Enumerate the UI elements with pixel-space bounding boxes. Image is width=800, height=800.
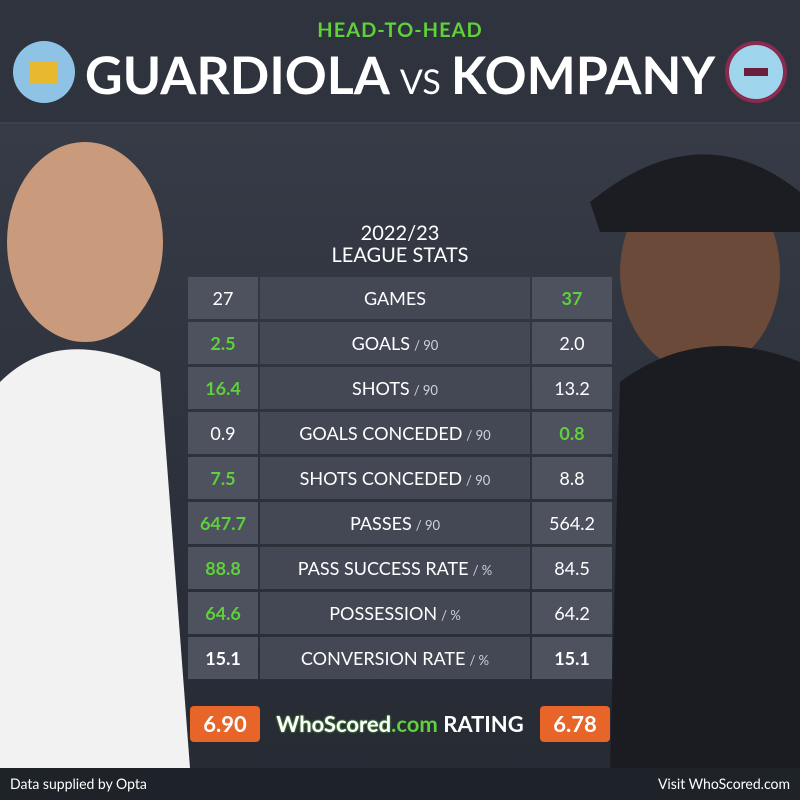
stat-label: SHOTS CONCEDED/ 90 xyxy=(260,457,530,499)
photos xyxy=(0,142,800,768)
unit: / 90 xyxy=(415,517,441,533)
label: POSSESSION xyxy=(329,602,438,624)
right-value: 15.1 xyxy=(532,637,612,679)
label: PASS SUCCESS RATE xyxy=(297,557,469,579)
left-value: 16.4 xyxy=(188,367,258,409)
unit: / 90 xyxy=(466,427,491,443)
stat-row: 16.4 SHOTS/ 90 13.2 xyxy=(188,367,612,409)
unit: / 90 xyxy=(413,382,438,398)
unit: / 90 xyxy=(414,337,439,353)
right-value: 13.2 xyxy=(532,367,612,409)
label: SHOTS CONCEDED xyxy=(299,467,463,489)
right-value: 37 xyxy=(532,277,612,319)
unit: / 90 xyxy=(466,472,491,488)
unit: / % xyxy=(441,607,461,623)
stat-row: 7.5 SHOTS CONCEDED/ 90 8.8 xyxy=(188,457,612,499)
left-value: 7.5 xyxy=(188,457,258,499)
stat-label: PASSES/ 90 xyxy=(260,502,530,544)
left-head xyxy=(7,142,163,342)
right-name: KOMPANY xyxy=(450,44,716,106)
stat-label: GOALS CONCEDED/ 90 xyxy=(260,412,530,454)
vs: VS xyxy=(399,61,441,102)
left-value: 88.8 xyxy=(188,547,258,589)
right-value: 2.0 xyxy=(532,322,612,364)
rating-label: WhoScored.com RATING xyxy=(262,706,538,742)
stat-row: 27 GAMES 37 xyxy=(188,277,612,319)
stat-label: GAMES xyxy=(260,277,530,319)
stat-row: 64.6 POSSESSION / % 64.2 xyxy=(188,592,612,634)
stat-row: 2.5 GOALS/ 90 2.0 xyxy=(188,322,612,364)
left-value: 27 xyxy=(188,277,258,319)
footer-left: Data supplied by Opta xyxy=(10,775,147,792)
unit: / % xyxy=(472,562,493,578)
label: SHOTS xyxy=(352,377,410,399)
left-value: 64.6 xyxy=(188,592,258,634)
brand-suffix: .com xyxy=(391,710,438,737)
label: CONVERSION RATE xyxy=(300,647,466,669)
right-rating: 6.78 xyxy=(540,706,610,742)
stat-label: GOALS/ 90 xyxy=(260,322,530,364)
stat-label: POSSESSION / % xyxy=(260,592,530,634)
left-rating: 6.90 xyxy=(190,706,260,742)
stat-label: SHOTS/ 90 xyxy=(260,367,530,409)
right-value: 564.2 xyxy=(532,502,612,544)
label: GOALS xyxy=(351,332,411,354)
right-cap xyxy=(590,154,800,232)
left-value: 15.1 xyxy=(188,637,258,679)
label: GOALS CONCEDED xyxy=(299,422,463,444)
footer: Data supplied by Opta Visit WhoScored.co… xyxy=(0,768,800,800)
stat-label: PASS SUCCESS RATE / % xyxy=(260,547,530,589)
stat-row: 88.8 PASS SUCCESS RATE / % 84.5 xyxy=(188,547,612,589)
right-value: 64.2 xyxy=(532,592,612,634)
brand: WhoScored xyxy=(276,710,392,737)
right-value: 84.5 xyxy=(532,547,612,589)
right-badge xyxy=(725,41,787,103)
header xyxy=(0,0,800,124)
left-value: 647.7 xyxy=(188,502,258,544)
left-value: 2.5 xyxy=(188,322,258,364)
unit: / % xyxy=(469,652,490,668)
label: GAMES xyxy=(363,287,427,309)
stat-row: 0.9 GOALS CONCEDED/ 90 0.8 xyxy=(188,412,612,454)
right-value: 8.8 xyxy=(532,457,612,499)
label: PASSES xyxy=(349,512,412,534)
left-shirt xyxy=(0,349,190,768)
subtitle: LEAGUE STATS xyxy=(331,243,469,267)
stat-row: 15.1 CONVERSION RATE / % 15.1 xyxy=(188,637,612,679)
season-block: 2022/23 LEAGUE STATS xyxy=(188,222,612,266)
kicker: HEAD-TO-HEAD xyxy=(317,18,483,42)
footer-right: Visit WhoScored.com xyxy=(657,775,790,792)
matchup: GUARDIOLA VS KOMPANY xyxy=(0,44,800,106)
stat-row: 647.7 PASSES/ 90 564.2 xyxy=(188,502,612,544)
right-value: 0.8 xyxy=(532,412,612,454)
left-value: 0.9 xyxy=(188,412,258,454)
right-jacket xyxy=(610,346,800,768)
season: 2022/23 xyxy=(360,221,440,245)
left-badge xyxy=(13,41,75,103)
stat-label: CONVERSION RATE / % xyxy=(260,637,530,679)
left-name: GUARDIOLA xyxy=(84,44,390,106)
rating-text: RATING xyxy=(443,710,524,737)
